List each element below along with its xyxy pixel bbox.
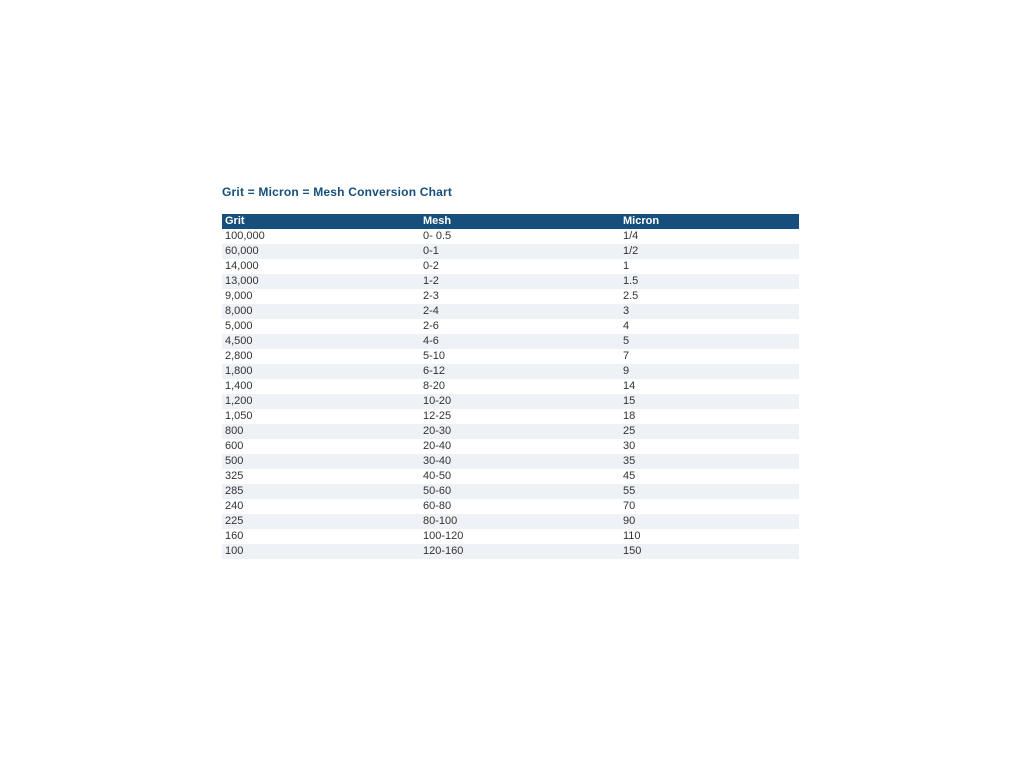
table-row: 1,800 6-12 9 xyxy=(222,364,799,379)
conversion-table: Grit Mesh Micron 100,000 0- 0.5 1/4 60,000 0… xyxy=(222,214,799,559)
cell-grit: 8,000 xyxy=(225,305,253,317)
cell-micron: 14 xyxy=(623,380,636,392)
cell-micron: 70 xyxy=(623,500,636,512)
cell-grit: 1,050 xyxy=(225,410,253,422)
cell-micron: 1/4 xyxy=(623,230,639,242)
cell-micron: 18 xyxy=(623,410,636,422)
table-row: 1,200 10-20 15 xyxy=(222,394,799,409)
table-row: 13,000 1-2 1.5 xyxy=(222,274,799,289)
cell-grit: 5,000 xyxy=(225,320,253,332)
table-row: 800 20-30 25 xyxy=(222,424,799,439)
cell-micron: 110 xyxy=(623,530,641,542)
cell-grit: 600 xyxy=(225,440,244,452)
table-row: 100,000 0- 0.5 1/4 xyxy=(222,229,799,244)
cell-mesh: 0- 0.5 xyxy=(423,230,452,242)
cell-micron: 9 xyxy=(623,365,630,377)
cell-micron: 5 xyxy=(623,335,630,347)
cell-micron: 25 xyxy=(623,425,636,437)
cell-micron: 30 xyxy=(623,440,636,452)
cell-mesh: 0-1 xyxy=(423,245,439,257)
column-header-micron: Micron xyxy=(620,214,799,229)
table-row: 100 120-160 150 xyxy=(222,544,799,559)
cell-micron: 1 xyxy=(623,260,630,272)
cell-grit: 225 xyxy=(225,515,244,527)
cell-grit: 240 xyxy=(225,500,244,512)
cell-mesh: 6-12 xyxy=(423,365,446,377)
cell-micron: 2.5 xyxy=(623,290,639,302)
table-row: 5,000 2-6 4 xyxy=(222,319,799,334)
cell-micron: 35 xyxy=(623,455,636,467)
cell-mesh: 40-50 xyxy=(423,470,452,482)
cell-micron: 90 xyxy=(623,515,636,527)
table-row: 2,800 5-10 7 xyxy=(222,349,799,364)
cell-grit: 9,000 xyxy=(225,290,253,302)
table-row: 600 20-40 30 xyxy=(222,439,799,454)
cell-micron: 1.5 xyxy=(623,275,639,287)
table-row: 1,050 12-25 18 xyxy=(222,409,799,424)
cell-mesh: 20-40 xyxy=(423,440,452,452)
cell-mesh: 60-80 xyxy=(423,500,452,512)
table-header: Grit Mesh Micron xyxy=(222,214,799,229)
cell-grit: 1,400 xyxy=(225,380,253,392)
column-header-grit: Grit xyxy=(222,214,420,229)
cell-grit: 1,800 xyxy=(225,365,253,377)
cell-grit: 100 xyxy=(225,545,244,557)
table-row: 500 30-40 35 xyxy=(222,454,799,469)
cell-grit: 60,000 xyxy=(225,245,259,257)
cell-grit: 285 xyxy=(225,485,244,497)
table-row: 240 60-80 70 xyxy=(222,499,799,514)
cell-micron: 4 xyxy=(623,320,630,332)
cell-mesh: 30-40 xyxy=(423,455,452,467)
conversion-table-body: 100,000 0- 0.5 1/4 60,000 0-1 1/2 14,000 0-2 1 13… xyxy=(222,229,799,559)
page-title: Grit = Micron = Mesh Conversion Chart xyxy=(222,185,453,199)
cell-grit: 500 xyxy=(225,455,244,467)
cell-micron: 15 xyxy=(623,395,636,407)
table-row: 8,000 2-4 3 xyxy=(222,304,799,319)
cell-mesh: 80-100 xyxy=(423,515,458,527)
cell-micron: 3 xyxy=(623,305,630,317)
table-row: 325 40-50 45 xyxy=(222,469,799,484)
cell-micron: 45 xyxy=(623,470,636,482)
cell-grit: 2,800 xyxy=(225,350,253,362)
table-row: 4,500 4-6 5 xyxy=(222,334,799,349)
cell-micron: 7 xyxy=(623,350,630,362)
cell-mesh: 20-30 xyxy=(423,425,452,437)
table-row: 14,000 0-2 1 xyxy=(222,259,799,274)
cell-mesh: 120-160 xyxy=(423,545,464,557)
cell-grit: 1,200 xyxy=(225,395,253,407)
cell-mesh: 4-6 xyxy=(423,335,439,347)
cell-mesh: 1-2 xyxy=(423,275,439,287)
cell-micron: 150 xyxy=(623,545,642,557)
cell-grit: 4,500 xyxy=(225,335,253,347)
cell-grit: 325 xyxy=(225,470,244,482)
table-row: 285 50-60 55 xyxy=(222,484,799,499)
conversion-chart-section: Grit = Micron = Mesh Conversion Chart Gr… xyxy=(222,186,799,559)
cell-grit: 160 xyxy=(225,530,244,542)
cell-grit: 14,000 xyxy=(225,260,259,272)
cell-mesh: 50-60 xyxy=(423,485,452,497)
cell-micron: 1/2 xyxy=(623,245,639,257)
cell-mesh: 2-3 xyxy=(423,290,439,302)
cell-mesh: 12-25 xyxy=(423,410,452,422)
table-row: 9,000 2-3 2.5 xyxy=(222,289,799,304)
cell-mesh: 2-6 xyxy=(423,320,439,332)
cell-mesh: 5-10 xyxy=(423,350,446,362)
table-row: 1,400 8-20 14 xyxy=(222,379,799,394)
cell-grit: 800 xyxy=(225,425,244,437)
cell-grit: 100,000 xyxy=(225,230,265,242)
header-row: Grit Mesh Micron xyxy=(222,214,799,229)
cell-mesh: 0-2 xyxy=(423,260,439,272)
cell-grit: 13,000 xyxy=(225,275,259,287)
cell-micron: 55 xyxy=(623,485,636,497)
cell-mesh: 100-120 xyxy=(423,530,464,542)
table-row: 60,000 0-1 1/2 xyxy=(222,244,799,259)
column-header-mesh: Mesh xyxy=(420,214,620,229)
cell-mesh: 8-20 xyxy=(423,380,446,392)
cell-mesh: 10-20 xyxy=(423,395,452,407)
table-row: 225 80-100 90 xyxy=(222,514,799,529)
table-row: 160 100-120 110 xyxy=(222,529,799,544)
cell-mesh: 2-4 xyxy=(423,305,439,317)
